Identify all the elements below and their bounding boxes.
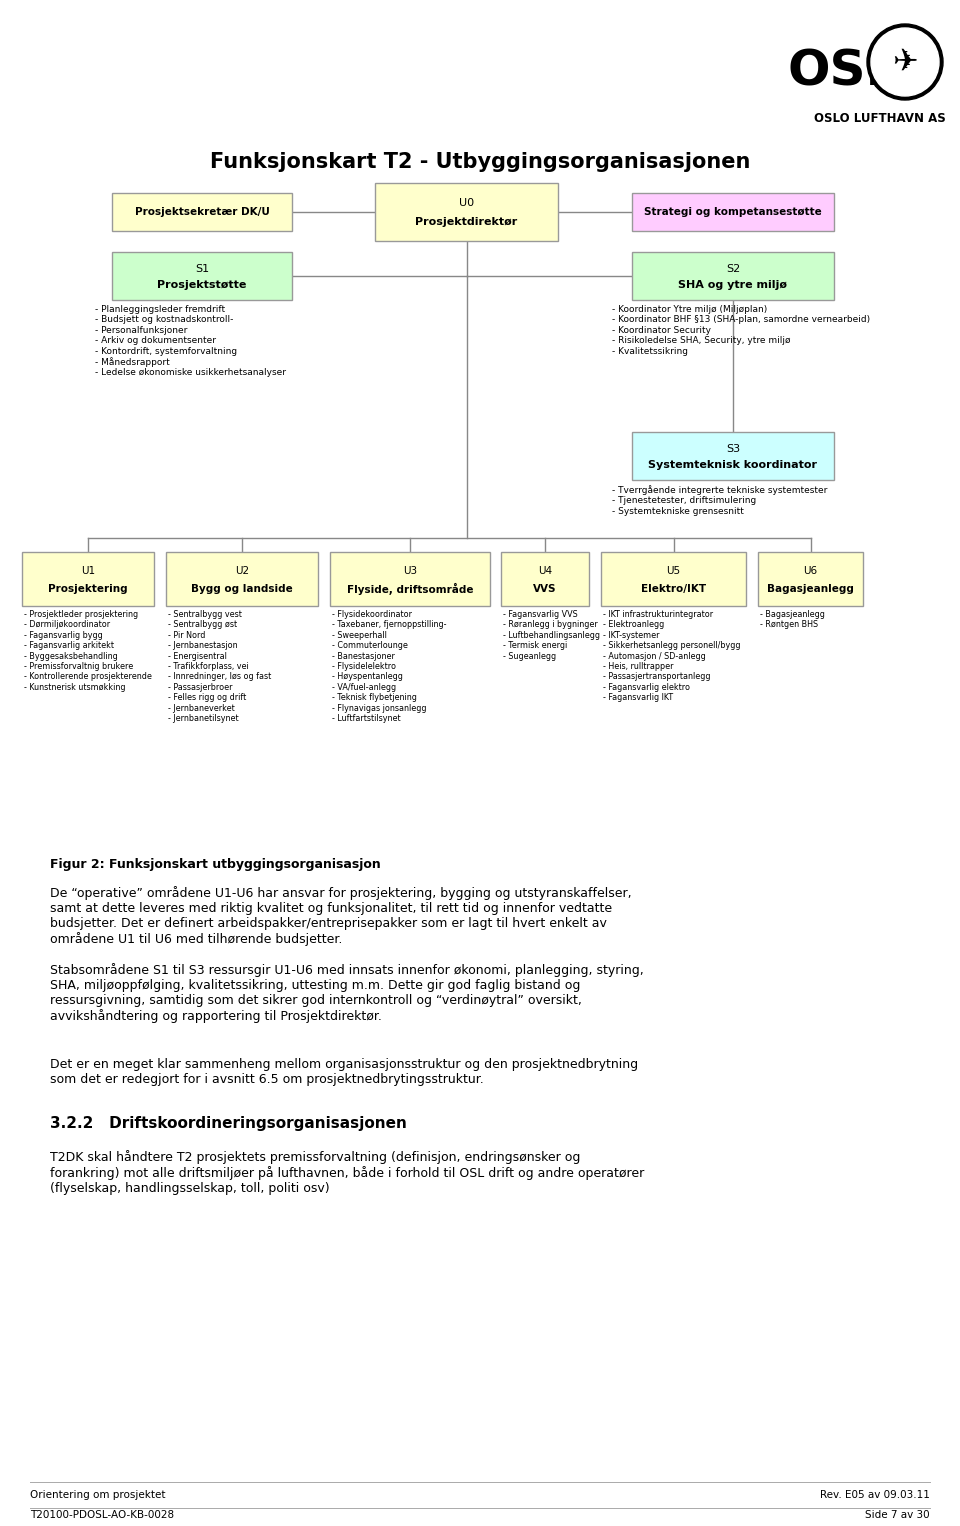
FancyBboxPatch shape [632, 252, 834, 301]
Circle shape [871, 27, 939, 96]
FancyBboxPatch shape [112, 192, 292, 230]
Text: U2: U2 [235, 566, 249, 575]
Text: - Planleggingsleder fremdrift
- Budsjett og kostnadskontroll-
- Personalfunksjon: - Planleggingsleder fremdrift - Budsjett… [95, 305, 286, 377]
Text: U5: U5 [666, 566, 681, 575]
Text: - IKT infrastrukturintegrator
- Elektroanlegg
- IKT-systemer
- Sikkerhetsanlegg : - IKT infrastrukturintegrator - Elektroa… [603, 610, 740, 702]
FancyBboxPatch shape [112, 252, 292, 301]
Text: Flyside, driftsområde: Flyside, driftsområde [347, 583, 473, 595]
Text: Bagasjeanlegg: Bagasjeanlegg [767, 584, 854, 594]
Text: Prosjektsekretær DK/U: Prosjektsekretær DK/U [134, 208, 270, 217]
Text: U6: U6 [804, 566, 818, 575]
Text: S2: S2 [726, 264, 740, 273]
FancyBboxPatch shape [601, 552, 746, 606]
Text: - Prosjektleder prosjektering
- Dørmiljøkoordinator
- Fagansvarlig bygg
- Fagans: - Prosjektleder prosjektering - Dørmiljø… [24, 610, 152, 691]
Text: Strategi og kompetansestøtte: Strategi og kompetansestøtte [644, 208, 822, 217]
FancyBboxPatch shape [22, 552, 154, 606]
Text: 3.2.2   Driftskoordineringsorganisasjonen: 3.2.2 Driftskoordineringsorganisasjonen [50, 1116, 407, 1131]
Text: - Sentralbygg vest
- Sentralbygg øst
- Pir Nord
- Jernbanestasjon
- Energisentra: - Sentralbygg vest - Sentralbygg øst - P… [168, 610, 272, 723]
Text: U1: U1 [81, 566, 95, 575]
FancyBboxPatch shape [375, 183, 558, 241]
Text: SHA og ytre miljø: SHA og ytre miljø [679, 279, 787, 290]
Text: ✈: ✈ [892, 47, 918, 76]
Text: Bygg og landside: Bygg og landside [191, 584, 293, 594]
Text: Funksjonskart T2 - Utbyggingsorganisasjonen: Funksjonskart T2 - Utbyggingsorganisasjo… [210, 153, 750, 172]
Text: Prosjektstøtte: Prosjektstøtte [157, 279, 247, 290]
Text: Stabsområdene S1 til S3 ressursgir U1-U6 med innsats innenfor økonomi, planleggi: Stabsområdene S1 til S3 ressursgir U1-U6… [50, 963, 644, 1022]
Text: S1: S1 [195, 264, 209, 273]
Text: Elektro/IKT: Elektro/IKT [641, 584, 706, 594]
Text: Figur 2: Funksjonskart utbyggingsorganisasjon: Figur 2: Funksjonskart utbyggingsorganis… [50, 858, 381, 871]
FancyBboxPatch shape [330, 552, 490, 606]
Text: - Flysidekoordinator
- Taxebaner, fjernoppstilling-
- Sweeperhall
- Commuterloun: - Flysidekoordinator - Taxebaner, fjerno… [332, 610, 446, 723]
Text: U3: U3 [403, 566, 417, 575]
Text: S3: S3 [726, 444, 740, 453]
Text: Prosjektdirektør: Prosjektdirektør [416, 217, 517, 227]
Text: De “operative” områdene U1-U6 har ansvar for prosjektering, bygging og utstyrans: De “operative” områdene U1-U6 har ansvar… [50, 887, 632, 946]
Text: Det er en meget klar sammenheng mellom organisasjonsstruktur og den prosjektnedb: Det er en meget klar sammenheng mellom o… [50, 1058, 638, 1087]
Text: T20100-PDOSL-AO-KB-0028: T20100-PDOSL-AO-KB-0028 [30, 1511, 174, 1520]
Text: - Fagansvarlig VVS
- Røranlegg i bygninger
- Luftbehandlingsanlegg
- Termisk ene: - Fagansvarlig VVS - Røranlegg i bygning… [503, 610, 600, 661]
Text: Prosjektering: Prosjektering [48, 584, 128, 594]
Text: VVS: VVS [533, 584, 557, 594]
Text: OSL: OSL [788, 47, 899, 96]
Text: U0: U0 [459, 198, 474, 209]
Text: OSLO LUFTHAVN AS: OSLO LUFTHAVN AS [814, 111, 946, 125]
Text: T2DK skal håndtere T2 prosjektets premissforvaltning (definisjon, endringsønsker: T2DK skal håndtere T2 prosjektets premis… [50, 1151, 644, 1195]
FancyBboxPatch shape [632, 192, 834, 230]
Text: Systemteknisk koordinator: Systemteknisk koordinator [649, 459, 818, 470]
FancyBboxPatch shape [501, 552, 589, 606]
Circle shape [867, 24, 943, 101]
FancyBboxPatch shape [632, 432, 834, 481]
Text: - Bagasjeanlegg
- Røntgen BHS: - Bagasjeanlegg - Røntgen BHS [760, 610, 825, 629]
FancyBboxPatch shape [758, 552, 863, 606]
Text: Side 7 av 30: Side 7 av 30 [865, 1511, 930, 1520]
Text: - Tverrgående integrerte tekniske systemtester
- Tjenestetester, driftsimulering: - Tverrgående integrerte tekniske system… [612, 485, 828, 516]
Text: U4: U4 [538, 566, 552, 575]
Text: - Koordinator Ytre miljø (Miljøplan)
- Koordinator BHF §13 (SHA-plan, samordne v: - Koordinator Ytre miljø (Miljøplan) - K… [612, 305, 870, 356]
Text: Rev. E05 av 09.03.11: Rev. E05 av 09.03.11 [820, 1489, 930, 1500]
Text: Orientering om prosjektet: Orientering om prosjektet [30, 1489, 165, 1500]
FancyBboxPatch shape [166, 552, 318, 606]
